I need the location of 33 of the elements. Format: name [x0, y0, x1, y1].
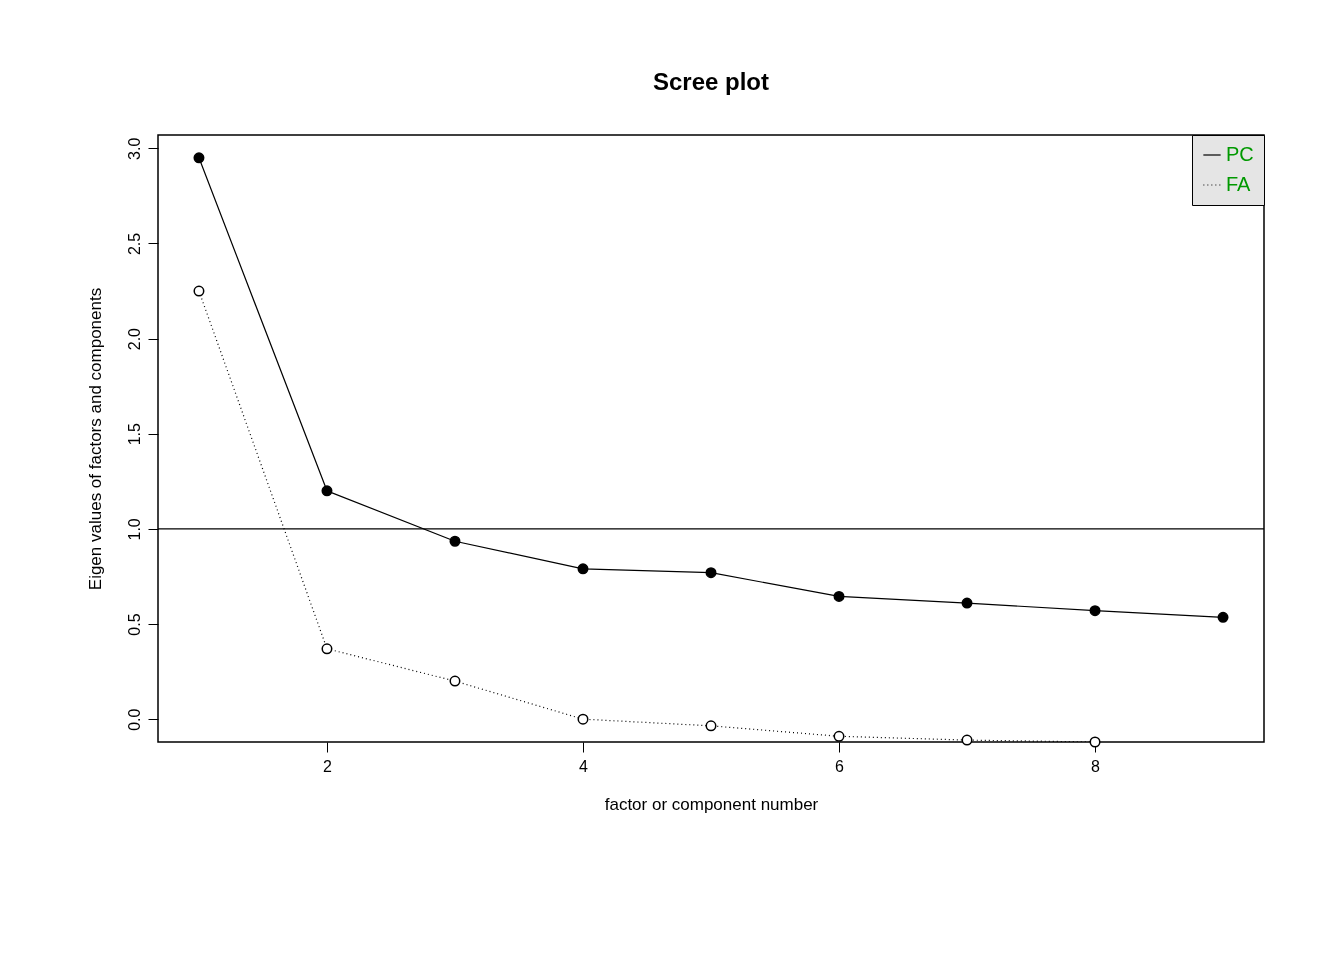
point [833, 590, 845, 602]
point [1089, 736, 1101, 748]
point [193, 152, 205, 164]
x-tick-label: 8 [1091, 757, 1101, 775]
y-tick-label: 1.0 [125, 518, 143, 541]
point [449, 535, 461, 547]
x-tick-label: 2 [323, 757, 333, 775]
point [961, 734, 973, 746]
point [193, 285, 205, 297]
legend-label: FA [1226, 173, 1252, 195]
y-tick-label: 0.5 [125, 613, 143, 636]
point [961, 597, 973, 609]
point [705, 720, 717, 732]
x-tick-label: 4 [579, 757, 589, 775]
y-axis-title: Eigen values of factors and components [85, 287, 105, 591]
legend-label: PC [1226, 143, 1254, 165]
point [1217, 611, 1229, 623]
chart-title: Scree plot [652, 67, 770, 95]
y-tick-label: 2.5 [125, 232, 143, 256]
point [321, 485, 333, 497]
y-tick-label: 3.0 [125, 137, 143, 160]
x-tick-label: 6 [835, 757, 845, 775]
point [321, 643, 333, 655]
y-tick-label: 0.0 [125, 708, 143, 731]
y-tick-label: 1.5 [125, 423, 143, 446]
point [1089, 605, 1101, 617]
point [833, 730, 845, 742]
y-tick-label: 2.0 [125, 327, 143, 351]
x-axis-title: factor or component number [604, 794, 819, 814]
point [449, 675, 461, 687]
point [705, 567, 717, 579]
point [577, 713, 589, 725]
point [577, 563, 589, 575]
